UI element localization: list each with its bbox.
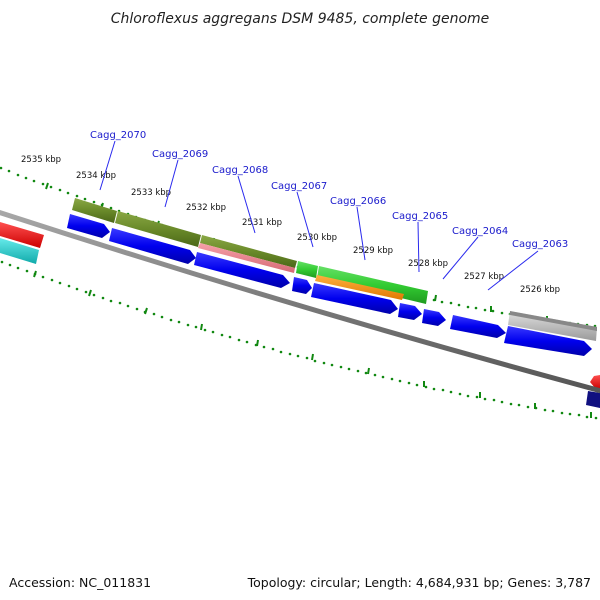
genome-backbone xyxy=(0,209,600,394)
kbp-label: 2531 kbp xyxy=(242,218,282,228)
gene-leader-lines xyxy=(99,140,539,291)
kbp-label: 2526 kbp xyxy=(520,285,560,295)
accession-text: Accession: NC_011831 xyxy=(9,575,151,590)
cds-arrow[interactable] xyxy=(292,277,312,294)
cyan-feature-bar[interactable] xyxy=(0,238,39,264)
feature-bars-upper xyxy=(72,198,597,341)
gene-label-cagg-2065[interactable]: Cagg_2065 xyxy=(392,211,448,222)
kbp-labels: 2535 kbp 2534 kbp 2533 kbp 2532 kbp 2531… xyxy=(21,155,560,295)
pink-feature-bar[interactable] xyxy=(198,243,295,273)
genome-summary-text: Topology: circular; Length: 4,684,931 bp… xyxy=(247,575,591,590)
kbp-label: 2529 kbp xyxy=(353,246,393,256)
olive-feature-bar[interactable] xyxy=(200,235,297,268)
inner-scale-ticks xyxy=(33,270,592,418)
gene-label-cagg-2066[interactable]: Cagg_2066 xyxy=(330,196,386,207)
gene-labels: Cagg_2070 Cagg_2069 Cagg_2068 Cagg_2067 … xyxy=(90,130,568,250)
red-feature-arrow[interactable] xyxy=(590,375,600,389)
feature-bars-secondary xyxy=(198,243,404,300)
cds-arrow[interactable] xyxy=(450,315,506,338)
olive-feature-bar[interactable] xyxy=(72,198,117,223)
olive-feature-bar[interactable] xyxy=(115,211,201,247)
map-title: Chloroflexus aggregans DSM 9485, complet… xyxy=(111,11,490,27)
cds-arrow[interactable] xyxy=(311,283,398,314)
cds-arrow[interactable] xyxy=(422,309,446,326)
kbp-label: 2532 kbp xyxy=(186,203,226,213)
green-feature-bar[interactable] xyxy=(296,261,318,278)
kbp-label: 2530 kbp xyxy=(297,233,337,243)
gene-label-cagg-2064[interactable]: Cagg_2064 xyxy=(452,226,508,237)
gene-label-cagg-2063[interactable]: Cagg_2063 xyxy=(512,239,568,250)
gene-label-cagg-2068[interactable]: Cagg_2068 xyxy=(212,165,268,176)
kbp-label: 2527 kbp xyxy=(464,272,504,282)
gray-feature-bar-top xyxy=(510,311,597,331)
cds-arrow[interactable] xyxy=(194,252,290,288)
kbp-label: 2528 kbp xyxy=(408,259,448,269)
inner-scale-dots xyxy=(0,260,598,420)
cds-arrow[interactable] xyxy=(67,214,110,238)
gene-label-cagg-2070[interactable]: Cagg_2070 xyxy=(90,130,146,141)
kbp-label: 2533 kbp xyxy=(131,188,171,198)
cds-arrows xyxy=(67,214,592,356)
kbp-label: 2535 kbp xyxy=(21,155,61,165)
gene-label-cagg-2067[interactable]: Cagg_2067 xyxy=(271,181,327,192)
orange-feature-bar[interactable] xyxy=(315,275,404,300)
navy-feature-bar[interactable] xyxy=(586,391,600,408)
left-edge-features xyxy=(0,222,44,264)
cds-arrow[interactable] xyxy=(109,228,196,264)
cds-arrow[interactable] xyxy=(398,303,422,320)
right-edge-features xyxy=(586,375,600,408)
kbp-label: 2534 kbp xyxy=(76,171,116,181)
cds-arrow[interactable] xyxy=(504,326,592,356)
red-feature-bar[interactable] xyxy=(0,222,44,248)
gene-label-cagg-2069[interactable]: Cagg_2069 xyxy=(152,149,208,160)
